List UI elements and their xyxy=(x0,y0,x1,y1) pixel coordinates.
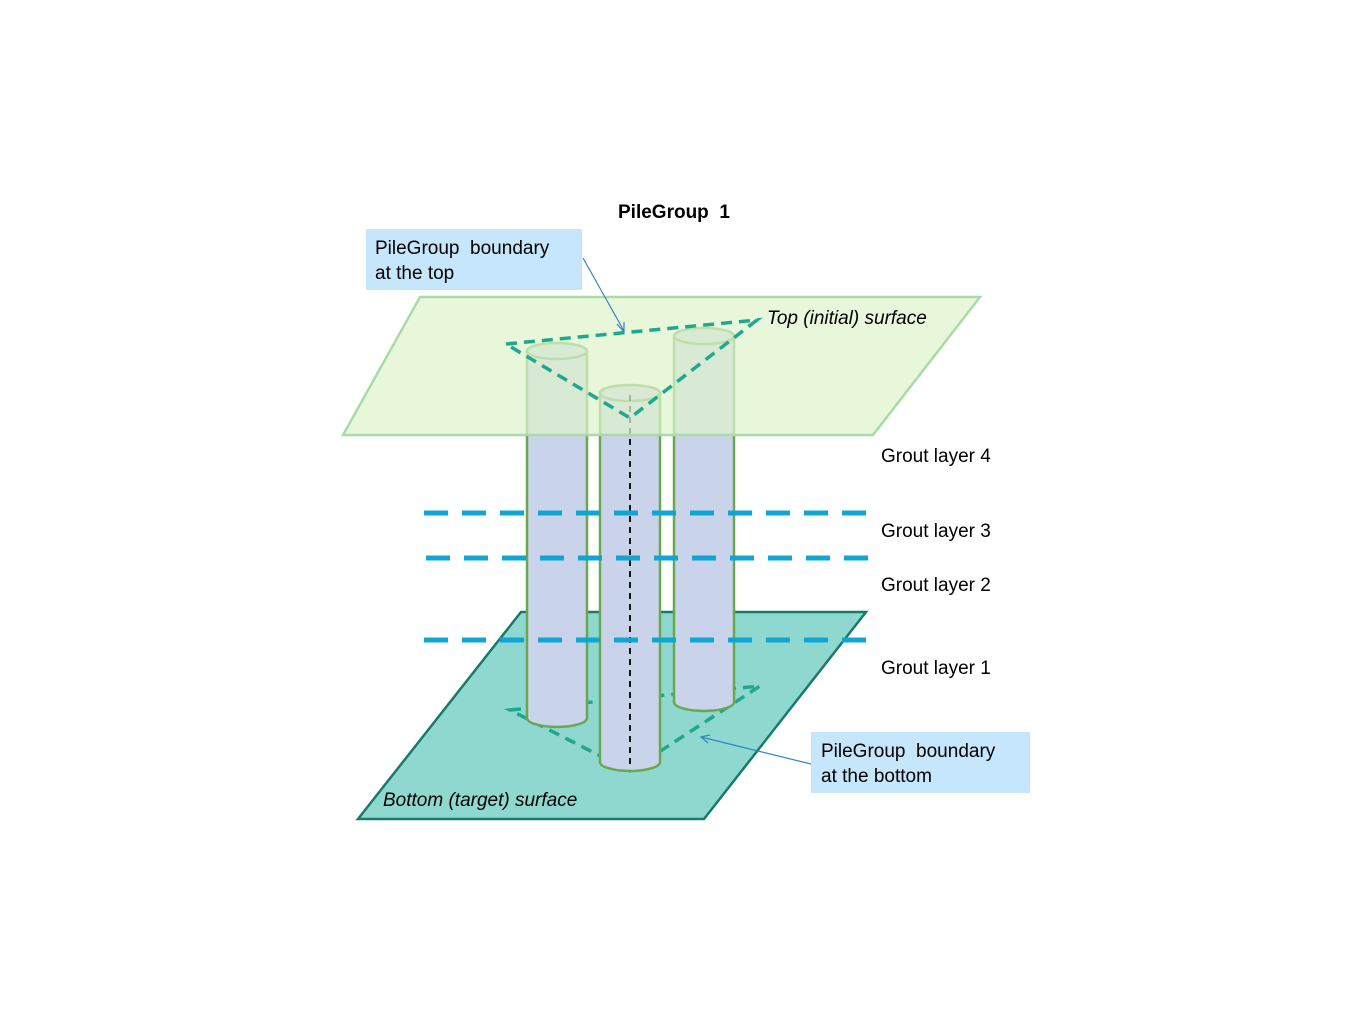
callout-top-arrowhead xyxy=(616,322,625,334)
diagram-title: PileGroup 1 xyxy=(618,202,730,223)
callout-bottom-boundary-box xyxy=(811,732,1030,793)
top-surface xyxy=(340,295,983,437)
top-boundary-triangle xyxy=(500,317,763,421)
grout-layer-2-label: Grout layer 2 xyxy=(881,575,991,596)
callout-bottom-boundary-line2: at the bottom xyxy=(821,766,932,787)
callout-bottom-arrowhead xyxy=(699,734,711,744)
callout-top-boundary-box xyxy=(366,229,582,290)
callout-top-boundary-line2: at the top xyxy=(375,263,454,284)
callout-bottom-pointer xyxy=(700,736,812,765)
callout-top-pointer xyxy=(582,257,625,332)
grout-layer-3-label: Grout layer 3 xyxy=(881,521,991,542)
bottom-boundary-triangle xyxy=(503,684,761,774)
callout-bottom-boundary-line1: PileGroup boundary xyxy=(821,741,996,762)
grout-layer-1-label: Grout layer 1 xyxy=(881,658,991,679)
grout-layer-4-label: Grout layer 4 xyxy=(881,446,991,467)
bottom-surface-label: Bottom (target) surface xyxy=(383,790,577,811)
top-surface-label: Top (initial) surface xyxy=(767,308,927,329)
callout-top-boundary-line1: PileGroup boundary xyxy=(375,238,550,259)
